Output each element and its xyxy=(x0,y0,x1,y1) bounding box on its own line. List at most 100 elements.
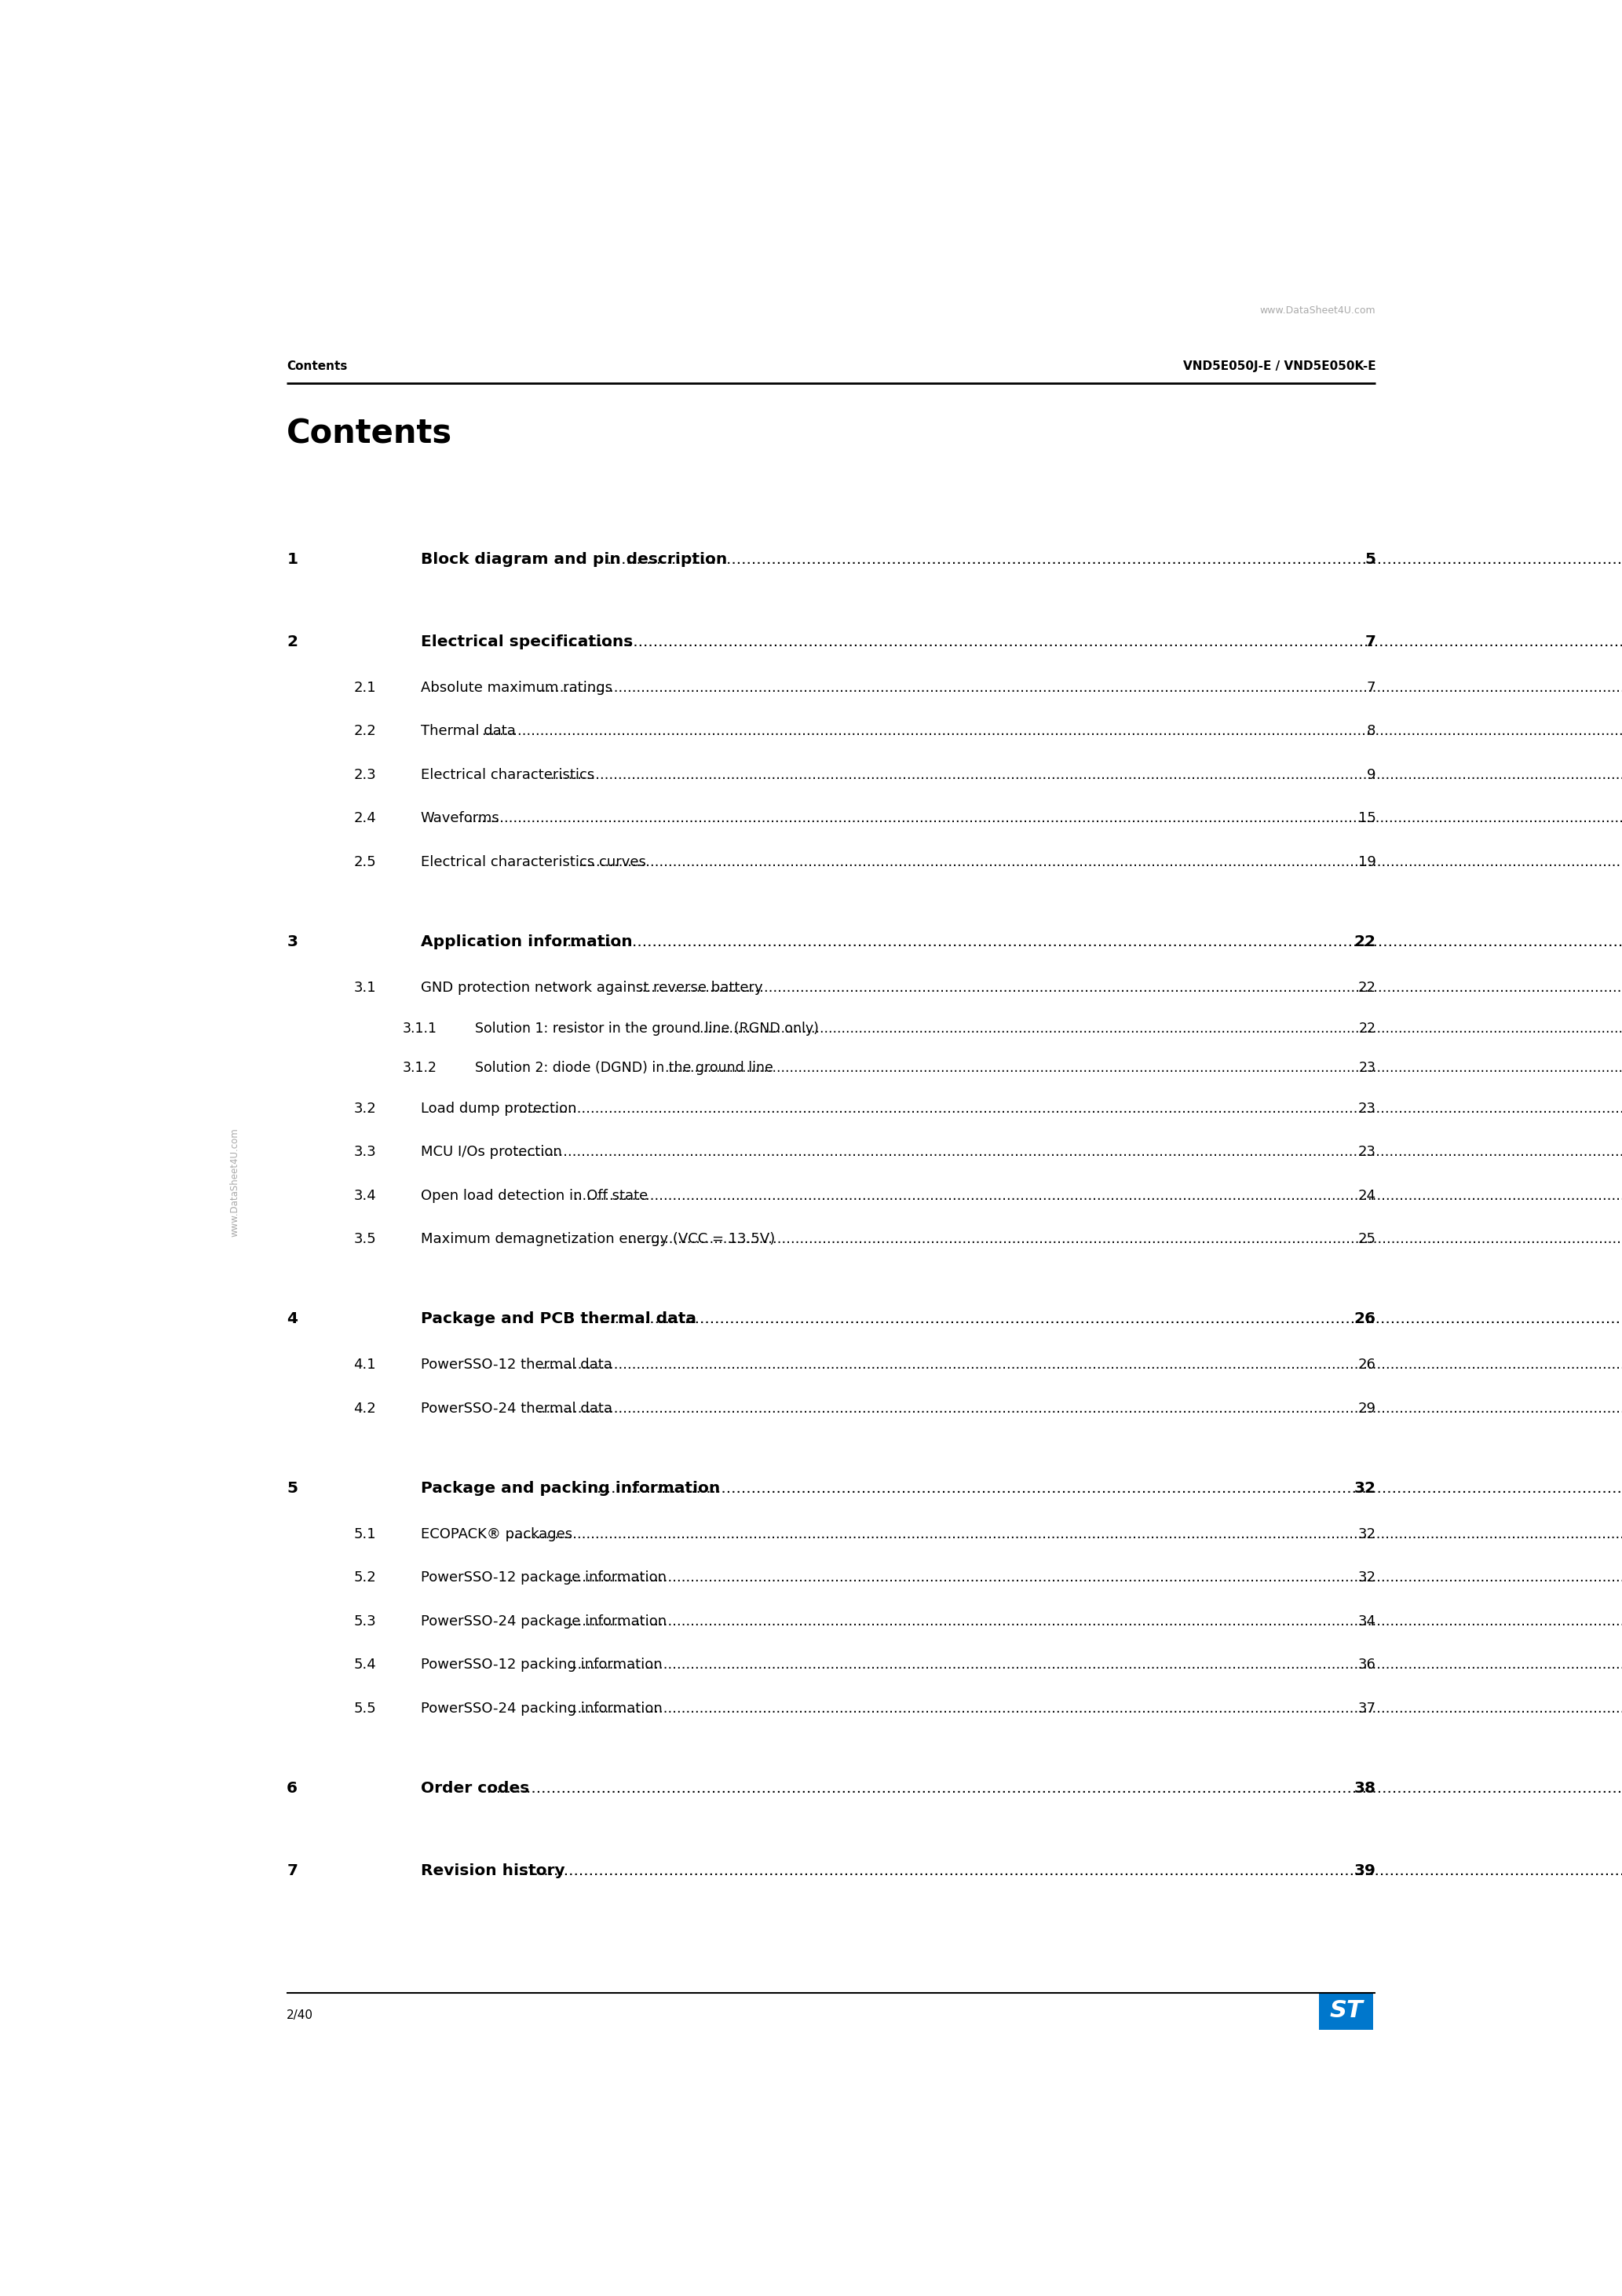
Text: Package and packing information: Package and packing information xyxy=(420,1481,720,1497)
Text: 5: 5 xyxy=(1364,553,1375,567)
Text: ................................................................................: ........................................… xyxy=(482,723,1622,739)
Text: 3.1.2: 3.1.2 xyxy=(402,1061,436,1075)
Text: 2.2: 2.2 xyxy=(354,723,376,739)
Text: 2.4: 2.4 xyxy=(354,810,376,827)
Text: ECOPACK® packages: ECOPACK® packages xyxy=(420,1527,573,1541)
Text: 32: 32 xyxy=(1354,1481,1375,1497)
Text: ................................................................................: ........................................… xyxy=(579,1311,1622,1327)
Text: PowerSSO-24 package information: PowerSSO-24 package information xyxy=(420,1614,667,1628)
Text: 23: 23 xyxy=(1359,1061,1375,1075)
Text: 26: 26 xyxy=(1354,1311,1375,1327)
Text: 6: 6 xyxy=(287,1782,298,1795)
Text: PowerSSO-12 packing information: PowerSSO-12 packing information xyxy=(420,1658,662,1671)
Text: ................................................................................: ........................................… xyxy=(469,810,1622,827)
Text: GND protection network against reverse battery: GND protection network against reverse b… xyxy=(420,980,762,994)
Text: PowerSSO-12 package information: PowerSSO-12 package information xyxy=(420,1570,667,1584)
Text: ................................................................................: ........................................… xyxy=(569,1701,1622,1715)
Text: 34: 34 xyxy=(1358,1614,1375,1628)
Text: ................................................................................: ........................................… xyxy=(487,1782,1622,1795)
Text: Electrical specifications: Electrical specifications xyxy=(420,634,633,650)
Text: 2.5: 2.5 xyxy=(354,854,376,870)
Text: 5.4: 5.4 xyxy=(354,1658,376,1671)
Text: 29: 29 xyxy=(1358,1401,1375,1417)
Text: 3.2: 3.2 xyxy=(354,1102,376,1116)
Text: 19: 19 xyxy=(1358,854,1375,870)
Text: Load dump protection: Load dump protection xyxy=(420,1102,576,1116)
Text: 37: 37 xyxy=(1358,1701,1375,1715)
Text: PowerSSO-12 thermal data: PowerSSO-12 thermal data xyxy=(420,1357,611,1373)
Text: ................................................................................: ........................................… xyxy=(574,1189,1622,1203)
Text: 7: 7 xyxy=(1367,682,1375,696)
Text: VND5E050J-E / VND5E050K-E: VND5E050J-E / VND5E050K-E xyxy=(1182,360,1375,372)
Text: Solution 2: diode (DGND) in the ground line: Solution 2: diode (DGND) in the ground l… xyxy=(475,1061,774,1075)
Text: 3.1.1: 3.1.1 xyxy=(402,1022,436,1035)
Text: 25: 25 xyxy=(1358,1233,1375,1247)
Text: 5.3: 5.3 xyxy=(354,1614,376,1628)
FancyBboxPatch shape xyxy=(1319,1993,1372,2030)
Text: 39: 39 xyxy=(1354,1862,1375,1878)
Text: Waveforms: Waveforms xyxy=(420,810,500,827)
Text: Order codes: Order codes xyxy=(420,1782,529,1795)
Text: 2/40: 2/40 xyxy=(287,2009,313,2020)
Text: ................................................................................: ........................................… xyxy=(577,854,1622,870)
Text: 4.2: 4.2 xyxy=(354,1401,376,1417)
Text: 9: 9 xyxy=(1367,767,1375,783)
Text: ................................................................................: ........................................… xyxy=(537,682,1622,696)
Text: ST: ST xyxy=(1330,2000,1362,2023)
Text: Block diagram and pin description: Block diagram and pin description xyxy=(420,553,727,567)
Text: ................................................................................: ........................................… xyxy=(547,767,1622,783)
Text: ................................................................................: ........................................… xyxy=(569,1658,1622,1671)
Text: Maximum demagnetization energy (VCC = 13.5V): Maximum demagnetization energy (VCC = 13… xyxy=(420,1233,775,1247)
Text: 36: 36 xyxy=(1358,1658,1375,1671)
Text: 1: 1 xyxy=(287,553,298,567)
Text: PowerSSO-24 packing information: PowerSSO-24 packing information xyxy=(420,1701,662,1715)
Text: ................................................................................: ........................................… xyxy=(607,553,1622,567)
Text: 22: 22 xyxy=(1359,1022,1375,1035)
Text: ................................................................................: ........................................… xyxy=(514,1862,1622,1878)
Text: 23: 23 xyxy=(1358,1102,1375,1116)
Text: ................................................................................: ........................................… xyxy=(569,1570,1622,1584)
Text: 3.3: 3.3 xyxy=(354,1146,376,1159)
Text: 5.1: 5.1 xyxy=(354,1527,376,1541)
Text: 2: 2 xyxy=(287,634,298,650)
Text: www.DataSheet4U.com: www.DataSheet4U.com xyxy=(1260,305,1375,315)
Text: 2.3: 2.3 xyxy=(354,767,376,783)
Text: 4: 4 xyxy=(287,1311,298,1327)
Text: 3.5: 3.5 xyxy=(354,1233,376,1247)
Text: 22: 22 xyxy=(1354,934,1375,948)
Text: ................................................................................: ........................................… xyxy=(628,1233,1622,1247)
Text: Electrical characteristics: Electrical characteristics xyxy=(420,767,594,783)
Text: 5.5: 5.5 xyxy=(354,1701,376,1715)
Text: Electrical characteristics curves: Electrical characteristics curves xyxy=(420,854,646,870)
Text: Contents: Contents xyxy=(287,418,453,450)
Text: Open load detection in Off state: Open load detection in Off state xyxy=(420,1189,647,1203)
Text: Application information: Application information xyxy=(420,934,633,948)
Text: Revision history: Revision history xyxy=(420,1862,564,1878)
Text: 24: 24 xyxy=(1358,1189,1375,1203)
Text: ................................................................................: ........................................… xyxy=(519,1102,1622,1116)
Text: 2.1: 2.1 xyxy=(354,682,376,696)
Text: ................................................................................: ........................................… xyxy=(597,1481,1622,1497)
Text: Package and PCB thermal data: Package and PCB thermal data xyxy=(420,1311,696,1327)
Text: 32: 32 xyxy=(1358,1570,1375,1584)
Text: Thermal data: Thermal data xyxy=(420,723,516,739)
Text: 23: 23 xyxy=(1358,1146,1375,1159)
Text: ................................................................................: ........................................… xyxy=(665,1061,1622,1075)
Text: 7: 7 xyxy=(1364,634,1375,650)
Text: PowerSSO-24 thermal data: PowerSSO-24 thermal data xyxy=(420,1401,611,1417)
Text: ................................................................................: ........................................… xyxy=(569,1614,1622,1628)
Text: 22: 22 xyxy=(1358,980,1375,994)
Text: ................................................................................: ........................................… xyxy=(553,934,1622,948)
Text: Absolute maximum ratings: Absolute maximum ratings xyxy=(420,682,611,696)
Text: 26: 26 xyxy=(1358,1357,1375,1373)
Text: 32: 32 xyxy=(1358,1527,1375,1541)
Text: 38: 38 xyxy=(1354,1782,1375,1795)
Text: 5.2: 5.2 xyxy=(354,1570,376,1584)
Text: Contents: Contents xyxy=(287,360,347,372)
Text: www.DataSheet4U.com: www.DataSheet4U.com xyxy=(229,1127,240,1238)
Text: 4.1: 4.1 xyxy=(354,1357,376,1373)
Text: ................................................................................: ........................................… xyxy=(504,1527,1622,1541)
Text: ................................................................................: ........................................… xyxy=(563,634,1622,650)
Text: ................................................................................: ........................................… xyxy=(699,1022,1622,1035)
Text: ................................................................................: ........................................… xyxy=(514,1146,1622,1159)
